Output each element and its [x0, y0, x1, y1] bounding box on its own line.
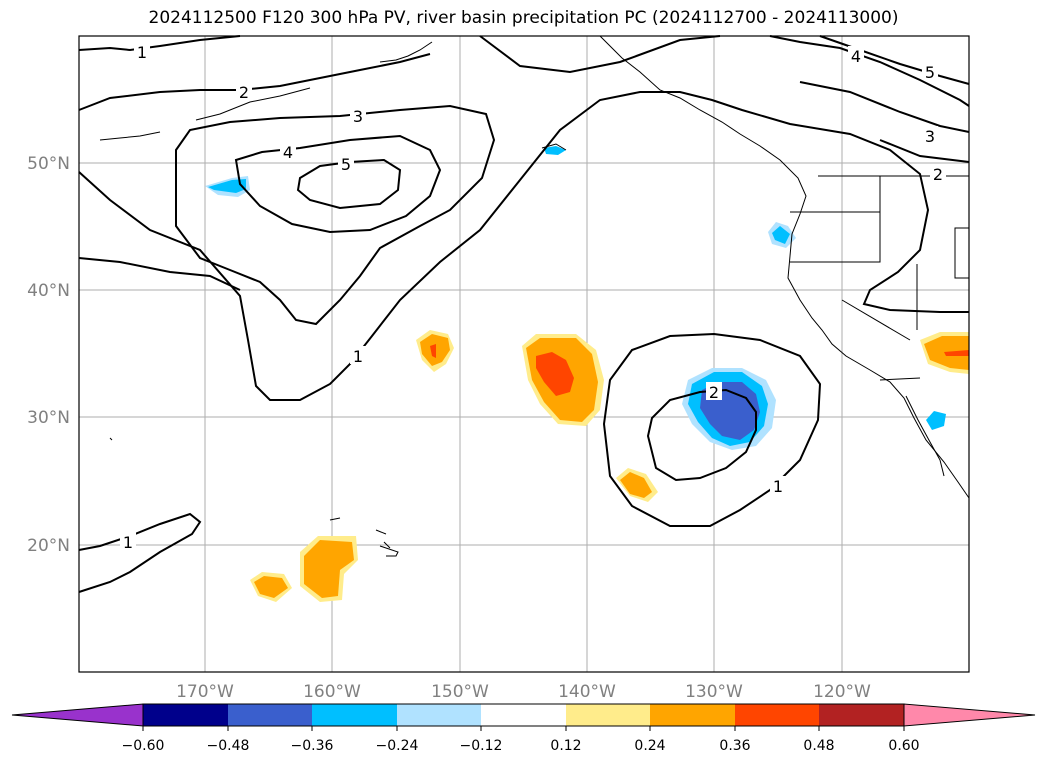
graticule [79, 36, 969, 672]
colorbar-tick-label: −0.48 [207, 738, 250, 754]
contour-label: 1 [137, 43, 147, 62]
colorbar-segment [397, 704, 481, 726]
colorbar-segment [228, 704, 312, 726]
colorbar-tick-label: 0.12 [550, 738, 581, 754]
colorbar-tick-label: −0.36 [291, 738, 334, 754]
colorbar-tick-label: −0.60 [122, 738, 165, 754]
lon-label: 140°W [558, 682, 616, 702]
pv-contour-upper-east [479, 35, 721, 74]
colorbar-segment [735, 704, 819, 726]
contour-label: 3 [925, 127, 935, 146]
colorbar-tick-label: 0.48 [803, 738, 834, 754]
colorbar-extend-min [11, 703, 144, 727]
colorbar-extend-max [903, 703, 1036, 727]
colorbar-segment [312, 704, 397, 726]
pv-contour-2-north [78, 53, 431, 111]
contour-label: 1 [773, 477, 783, 496]
latitude-labels: 50°N 40°N 30°N 20°N [27, 154, 70, 556]
contour-label: 5 [925, 63, 935, 82]
lon-label: 130°W [685, 682, 743, 702]
lon-label: 170°W [176, 682, 234, 702]
coastlines [99, 35, 970, 557]
colorbar: −0.60 −0.48 −0.36 −0.24 −0.12 0.12 0.24 … [11, 703, 1036, 754]
contour-label: 1 [123, 533, 133, 552]
colorbar-segment [650, 704, 735, 726]
lat-label: 40°N [27, 281, 70, 301]
colorbar-segment [819, 704, 904, 726]
pv-contour-1-main [78, 91, 969, 401]
colorbar-segment [566, 704, 650, 726]
contour-label: 4 [283, 143, 293, 162]
colorbar-tick-label: −0.24 [376, 738, 419, 754]
lon-label: 160°W [303, 682, 361, 702]
north-america-coast [599, 35, 970, 499]
contour-label: 4 [851, 47, 861, 66]
contour-labels: 1 2 3 4 5 1 1 2 1 4 5 3 2 [120, 42, 946, 552]
pv-contour-ring-inner [646, 388, 757, 482]
pv-contour-3 [175, 104, 496, 326]
pv-contour-1-south [78, 257, 241, 291]
contour-label: 1 [353, 347, 363, 366]
contour-label: 2 [239, 83, 249, 102]
colorbar-tick-label: 0.24 [634, 738, 665, 754]
colorbar-tick-label: −0.12 [460, 738, 503, 754]
lat-label: 50°N [27, 154, 70, 174]
colorbar-tick-label: 0.60 [888, 738, 919, 754]
hawaii-islands [329, 517, 399, 557]
lon-label: 120°W [813, 682, 871, 702]
pv-contours [78, 35, 970, 593]
pv-contour-4 [234, 134, 442, 234]
colorbar-segment [481, 704, 566, 726]
contour-label: 2 [933, 165, 943, 184]
map-title: 2024112500 F120 300 hPa PV, river basin … [148, 8, 899, 28]
pv-contour-ring-outer [602, 332, 822, 527]
contour-label: 5 [341, 155, 351, 174]
map-frame [78, 35, 970, 673]
contour-label: 2 [709, 383, 719, 402]
lon-label: 150°W [431, 682, 489, 702]
colorbar-segment [143, 704, 228, 726]
lat-label: 20°N [27, 536, 70, 556]
longitude-labels: 170°W 160°W 150°W 140°W 130°W 120°W [176, 682, 871, 702]
colorbar-tick-label: 0.36 [719, 738, 750, 754]
map-panel: 1 2 3 4 5 1 1 2 1 4 5 3 2 [78, 35, 970, 673]
contour-label: 3 [353, 107, 363, 126]
lat-label: 30°N [27, 408, 70, 428]
